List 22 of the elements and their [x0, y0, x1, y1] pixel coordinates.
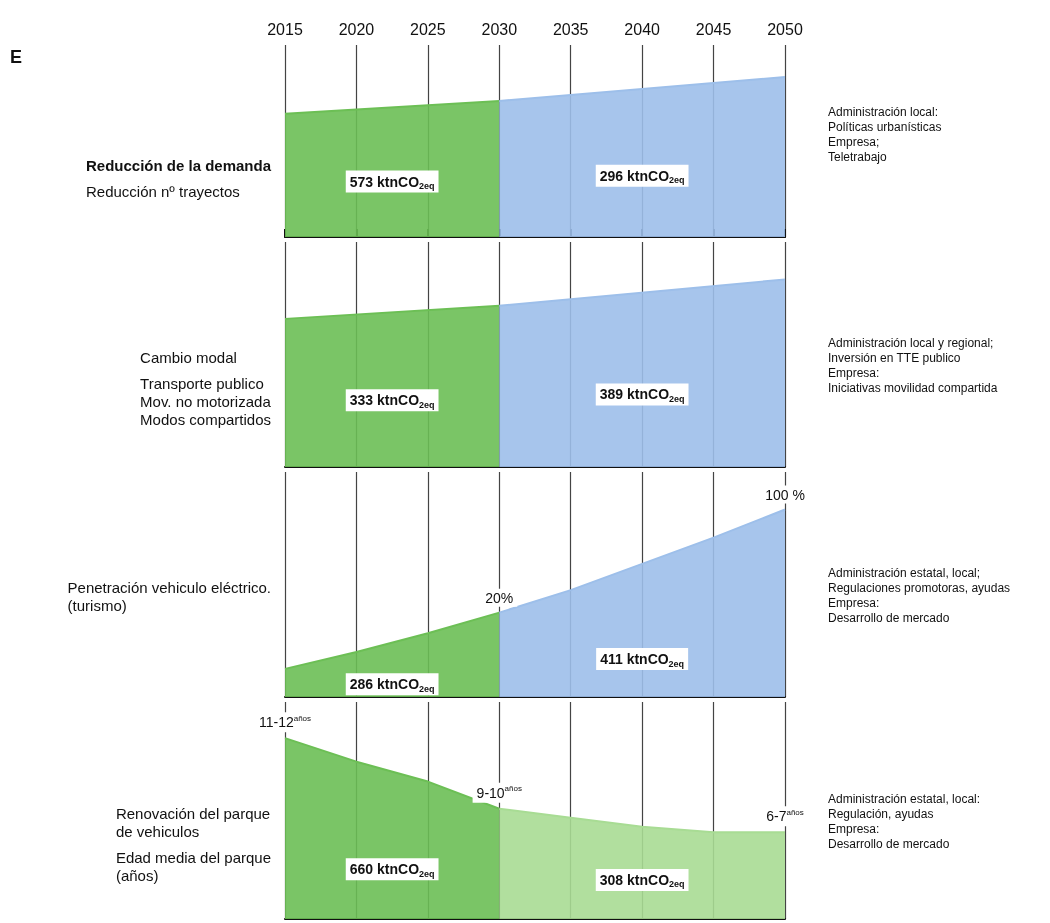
text: Edad media del parque (años) [115, 849, 272, 885]
text: Transporte publico Mov. no motorizada Modos compartidos [140, 375, 272, 428]
x-tick-label: 2040 [624, 20, 661, 38]
text: E [10, 47, 23, 67]
text: Administración estatal, local: Regulación, ayudas Empresa: Desarrollo de mercado [828, 791, 981, 851]
text: Renovación del parque de vehiculos [115, 805, 271, 841]
text: Penetración vehiculo eléctrico. (turismo) [67, 579, 272, 614]
x-tick-label: 2025 [410, 20, 446, 38]
text: Reducción de la demanda [85, 157, 272, 175]
x-tick-label: 2050 [767, 20, 803, 38]
x-tick-label: 2045 [695, 20, 732, 38]
text: Reducción nº trayectos [85, 183, 240, 201]
text: Administración local y regional; Inversión en TTE publico Empresa: Iniciativas movilidad compartida [828, 335, 998, 395]
text: Administración local: Políticas urbanísticas Empresa; Teletrabajo [828, 104, 942, 164]
text: Cambio modal [140, 349, 237, 366]
annotation: 100 % [765, 486, 805, 503]
x-tick-label: 2030 [481, 20, 518, 38]
annotation: 20% [485, 589, 514, 606]
x-tick-label: 2020 [338, 20, 375, 38]
text: Administración estatal, local; Regulaciones promotoras, ayudas Empresa: Desarrollo de mercado [828, 565, 1011, 625]
x-tick-label: 2015 [267, 20, 303, 38]
x-tick-label: 2035 [552, 20, 589, 38]
